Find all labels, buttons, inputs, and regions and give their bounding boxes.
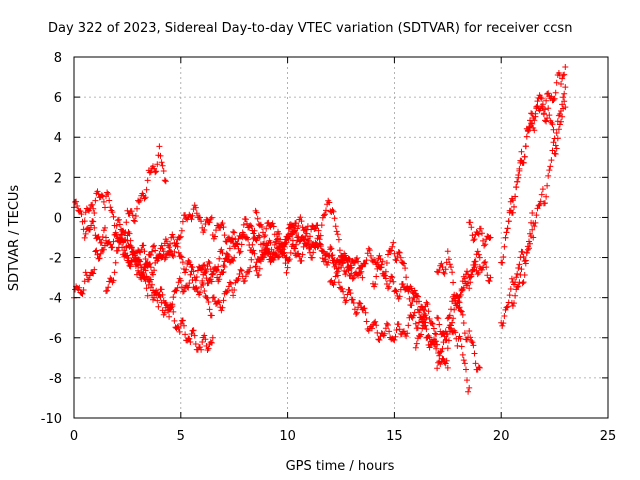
series-points	[103, 143, 169, 295]
series-sat-j	[284, 220, 430, 323]
y-tick-label: -8	[49, 372, 62, 387]
series-sat-q	[498, 98, 569, 329]
series-points	[508, 226, 537, 288]
series-points	[81, 218, 238, 287]
series-sat-t	[508, 226, 537, 288]
series-points	[498, 98, 569, 329]
plot-frame	[73, 56, 609, 419]
series-sat-s	[502, 84, 569, 241]
x-tick-label: 20	[493, 429, 510, 444]
series-sat-p	[434, 248, 483, 373]
series-points	[284, 220, 430, 323]
y-tick-label: -2	[49, 252, 62, 267]
series-points	[124, 202, 291, 279]
x-tick-label: 0	[70, 429, 78, 444]
series-sat-f	[124, 202, 291, 279]
series-points	[466, 219, 494, 249]
y-tick-label: 4	[54, 131, 62, 146]
axis-ticks: 0 5 10 15 20 25 -10 -8 -6 -4 -2 0 2 4 6 8	[41, 51, 617, 444]
x-tick-label: 25	[600, 429, 617, 444]
series-sat-o	[466, 219, 494, 249]
series-sat-c	[103, 143, 169, 295]
y-tick-label: -6	[49, 332, 62, 347]
y-tick-label: 6	[54, 91, 62, 106]
chart-title: Day 322 of 2023, Sidereal Day-to-day VTE…	[48, 21, 572, 36]
y-tick-label: 8	[54, 51, 62, 66]
y-tick-label: -10	[41, 412, 62, 427]
x-axis-title: GPS time / hours	[286, 459, 395, 474]
y-tick-label: 0	[54, 211, 62, 226]
series-points	[412, 248, 483, 372]
series-points	[434, 248, 483, 373]
y-axis-title: SDTVAR / TECUs	[7, 185, 22, 292]
x-tick-label: 10	[279, 429, 296, 444]
y-tick-label: -4	[49, 292, 62, 307]
x-tick-label: 5	[177, 429, 185, 444]
x-tick-label: 15	[386, 429, 403, 444]
series-sat-m	[412, 248, 483, 372]
y-tick-label: 2	[54, 171, 62, 186]
series-sat-e	[81, 218, 238, 287]
series-points	[502, 84, 569, 241]
